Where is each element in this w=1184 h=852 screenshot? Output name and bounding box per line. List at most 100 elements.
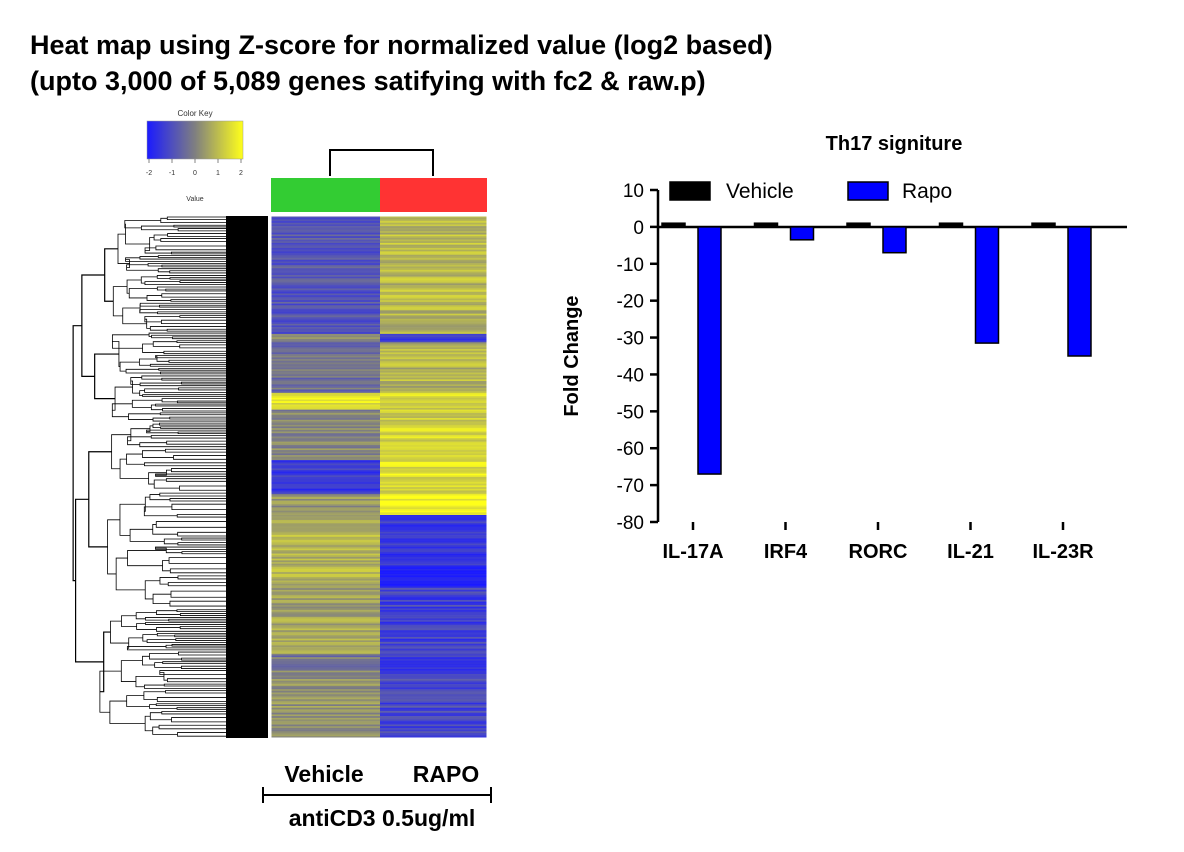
heatmap-cell bbox=[380, 578, 487, 581]
heatmap-cell bbox=[380, 441, 487, 444]
heatmap-cell bbox=[380, 423, 487, 426]
heatmap-cell bbox=[271, 330, 380, 333]
heatmap-cell bbox=[271, 508, 380, 511]
heatmap-cell bbox=[380, 428, 487, 431]
heatmap-cell bbox=[271, 628, 380, 631]
heatmap-cell bbox=[380, 426, 487, 429]
color-key-tick-label: 0 bbox=[193, 170, 197, 177]
heatmap-cell bbox=[380, 658, 487, 661]
heatmap-cell bbox=[271, 219, 380, 222]
heatmap-cell bbox=[271, 716, 380, 719]
heatmap-cell bbox=[271, 582, 380, 585]
dendrogram-branch bbox=[174, 634, 268, 638]
heatmap-cell bbox=[380, 381, 487, 384]
heatmap-cell bbox=[380, 247, 487, 250]
bar-rapo-il-17a bbox=[697, 226, 722, 475]
heatmap-cell bbox=[380, 530, 487, 533]
heatmap-cell bbox=[271, 556, 380, 559]
heatmap-cell bbox=[271, 311, 380, 314]
heatmap-cell bbox=[380, 556, 487, 559]
heatmap-cell bbox=[271, 301, 380, 304]
dendrogram-branch bbox=[120, 660, 143, 682]
heatmap-cell bbox=[380, 288, 487, 291]
heatmap-cell bbox=[271, 519, 380, 522]
y-tick-label: -40 bbox=[617, 365, 644, 386]
heatmap-cell bbox=[271, 465, 380, 468]
column-annotation-vehicle bbox=[271, 178, 380, 212]
heatmap-cell bbox=[271, 300, 380, 303]
heatmap-cell bbox=[380, 668, 487, 671]
heatmap-cell bbox=[271, 413, 380, 415]
heatmap-cell bbox=[380, 355, 487, 358]
heatmap-cell bbox=[271, 399, 380, 402]
heatmap-cell bbox=[271, 236, 380, 239]
heatmap-cell bbox=[380, 317, 487, 320]
color-key-tick-label: 2 bbox=[239, 170, 243, 177]
y-tick-label: -80 bbox=[617, 513, 644, 534]
heatmap-cell bbox=[380, 333, 487, 336]
dendrogram-branch bbox=[165, 644, 268, 649]
heatmap-cell bbox=[380, 458, 487, 461]
heatmap-cell bbox=[380, 721, 487, 724]
heatmap-cell bbox=[380, 322, 487, 325]
heatmap-cell bbox=[271, 475, 380, 478]
heatmap-cell bbox=[380, 626, 487, 629]
heatmap-cell bbox=[271, 642, 380, 645]
heatmap-cell bbox=[380, 555, 487, 558]
heatmap-cell bbox=[271, 365, 380, 368]
heatmap-cell bbox=[380, 514, 487, 516]
heatmap-cell bbox=[271, 333, 380, 336]
heatmap-cell bbox=[271, 394, 380, 397]
heatmap-cell bbox=[380, 636, 487, 639]
heatmap-cell bbox=[271, 603, 380, 606]
heatmap-cell bbox=[271, 665, 380, 668]
heatmap-cell bbox=[380, 563, 487, 566]
heatmap-cell bbox=[380, 475, 487, 478]
heatmap-cell bbox=[380, 311, 487, 314]
heatmap-cell bbox=[380, 505, 487, 508]
heatmap-cell bbox=[271, 604, 380, 607]
heatmap-cell bbox=[380, 652, 487, 655]
heatmap-cell bbox=[271, 224, 380, 227]
heatmap-cell bbox=[271, 360, 380, 363]
heatmap-cell bbox=[380, 266, 487, 269]
heatmap-cell bbox=[380, 357, 487, 360]
color-key-tick-label: -1 bbox=[169, 170, 175, 177]
heatmap-cell bbox=[380, 655, 487, 658]
heatmap-cell bbox=[271, 712, 380, 715]
dendrogram-branch bbox=[145, 622, 268, 625]
heatmap-cell bbox=[271, 426, 380, 429]
heatmap-cell bbox=[380, 541, 487, 544]
heatmap-cell bbox=[271, 709, 380, 712]
heatmap-cell bbox=[271, 372, 380, 375]
heatmap-cell bbox=[271, 662, 380, 665]
heatmap-cell bbox=[380, 232, 487, 235]
heatmap-cell bbox=[380, 429, 487, 432]
heatmap-cell bbox=[271, 216, 380, 218]
heatmap-cell bbox=[271, 322, 380, 325]
heatmap-cell bbox=[271, 675, 380, 678]
dendrogram-branch bbox=[145, 237, 155, 251]
heatmap-cell bbox=[271, 689, 380, 692]
heatmap-cell bbox=[271, 453, 380, 456]
heatmap-cell bbox=[271, 722, 380, 725]
heatmap-cell bbox=[271, 251, 380, 254]
heatmap-cell bbox=[271, 460, 380, 463]
heatmap-cell bbox=[271, 441, 380, 444]
dendrogram-branch bbox=[156, 286, 268, 291]
y-axis-label: Fold Change bbox=[561, 295, 583, 416]
heatmap-cell bbox=[380, 621, 487, 624]
heatmap-cell bbox=[271, 249, 380, 252]
legend-swatch-rapo bbox=[847, 181, 889, 201]
heatmap-cell bbox=[271, 370, 380, 373]
heatmap-cell bbox=[380, 694, 487, 697]
heatmap-cell bbox=[271, 658, 380, 661]
heatmap-cell bbox=[380, 528, 487, 531]
heatmap-cell bbox=[271, 377, 380, 380]
heatmap-cell bbox=[271, 308, 380, 311]
heatmap-cell bbox=[380, 261, 487, 264]
heatmap-cell bbox=[271, 648, 380, 651]
dendrogram-branch bbox=[135, 612, 157, 620]
heatmap-cell bbox=[271, 389, 380, 392]
